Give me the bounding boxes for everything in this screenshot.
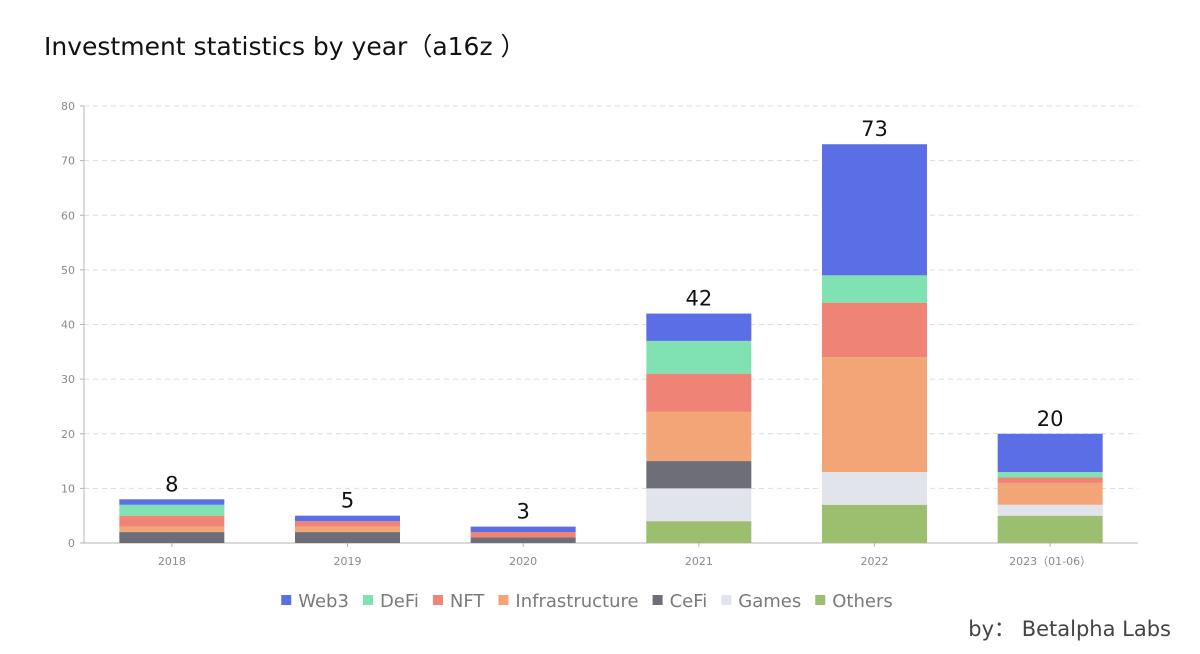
bar-segment-others xyxy=(997,515,1103,543)
legend-item-defi: DeFi xyxy=(362,591,419,612)
bar-segment-cefi xyxy=(295,532,400,543)
y-tick-label: 70 xyxy=(61,155,75,168)
legend-item-nft: NFT xyxy=(432,591,486,612)
total-label: 20 xyxy=(1037,407,1064,431)
bar-segment-games xyxy=(997,504,1103,516)
bar-segment-others xyxy=(822,504,927,543)
legend-swatch xyxy=(432,595,443,605)
bar-segment-infrastructure xyxy=(295,526,400,533)
legend-item-cefi: CeFi xyxy=(652,591,708,612)
bar-segment-infrastructure xyxy=(822,357,927,472)
bar-segment-nft xyxy=(997,477,1103,483)
y-tick-label: 10 xyxy=(61,482,75,495)
bar-segment-games xyxy=(822,471,927,505)
bar-segment-defi xyxy=(997,471,1103,478)
y-tick-label: 80 xyxy=(61,100,75,113)
bar-segment-infrastructure xyxy=(997,482,1103,505)
legend-swatch xyxy=(815,595,826,605)
bar-segment-cefi xyxy=(119,532,225,543)
total-label: 42 xyxy=(685,287,712,311)
legend-item-others: Others xyxy=(815,591,893,612)
y-tick-label: 20 xyxy=(61,428,75,441)
chart-title: Investment statistics by year（a16z ） xyxy=(44,32,526,61)
legend: Web3 DeFi NFT Infrastructure CeFi Games Others xyxy=(281,591,893,612)
y-tick-label: 40 xyxy=(61,319,75,332)
grid-lines xyxy=(84,105,1138,489)
legend-swatch xyxy=(281,595,292,605)
x-tick-label: 2023（01-06） xyxy=(1009,555,1091,568)
y-tick-label: 30 xyxy=(61,373,75,386)
total-label: 8 xyxy=(165,472,178,496)
bar-segment-web3 xyxy=(646,313,752,341)
bar-segment-defi xyxy=(646,340,752,374)
bar-segment-web3 xyxy=(470,526,576,533)
legend-label: NFT xyxy=(450,591,486,612)
bar-segment-cefi xyxy=(646,461,752,489)
bar-segment-nft xyxy=(295,521,400,527)
y-tick-label: 0 xyxy=(68,537,75,550)
bar-segment-nft xyxy=(470,532,576,538)
bar-segment-nft xyxy=(646,373,752,412)
bar-segment-defi xyxy=(119,504,225,516)
y-tick-label: 50 xyxy=(61,264,75,277)
y-tick-label: 60 xyxy=(61,209,75,222)
bar-segment-infrastructure xyxy=(646,411,752,462)
credit-text: by： Betalpha Labs xyxy=(968,617,1171,641)
legend-swatch xyxy=(652,595,663,605)
bar-segment-web3 xyxy=(997,433,1103,472)
bar-segment-nft xyxy=(822,302,927,358)
bar-segment-web3 xyxy=(119,499,225,505)
total-labels: 8 5 3 42 73 20 xyxy=(165,117,1063,523)
legend-label: Others xyxy=(832,591,893,612)
legend-item-infrastructure: Infrastructure xyxy=(498,591,639,612)
total-label: 3 xyxy=(516,500,529,524)
bar-segment-others xyxy=(646,521,752,543)
x-tick-label: 2021 xyxy=(685,555,713,568)
legend-item-games: Games xyxy=(721,591,801,612)
bar-segment-web3 xyxy=(295,515,400,522)
legend-swatch xyxy=(498,595,509,605)
x-tick-label: 2022 xyxy=(861,555,889,568)
bar-segment-games xyxy=(646,488,752,522)
bar-segment-web3 xyxy=(822,144,927,276)
legend-item-web3: Web3 xyxy=(281,591,349,612)
legend-swatch xyxy=(721,595,732,605)
legend-label: DeFi xyxy=(380,591,419,612)
bar-segment-nft xyxy=(119,515,225,527)
legend-swatch xyxy=(362,595,373,605)
legend-label: Web3 xyxy=(298,591,349,612)
x-tick-label: 2018 xyxy=(158,555,186,568)
bar-segment-cefi xyxy=(470,537,576,543)
x-tick-label: 2020 xyxy=(509,555,537,568)
total-label: 5 xyxy=(341,489,354,513)
total-label: 73 xyxy=(861,117,888,141)
bar-segment-infrastructure xyxy=(119,526,225,533)
bar-segment-defi xyxy=(822,275,927,303)
legend-label: Games xyxy=(738,591,801,612)
legend-label: Infrastructure xyxy=(515,591,638,612)
legend-label: CeFi xyxy=(670,591,708,612)
bars xyxy=(119,144,1103,543)
x-tick-label: 2019 xyxy=(334,555,362,568)
